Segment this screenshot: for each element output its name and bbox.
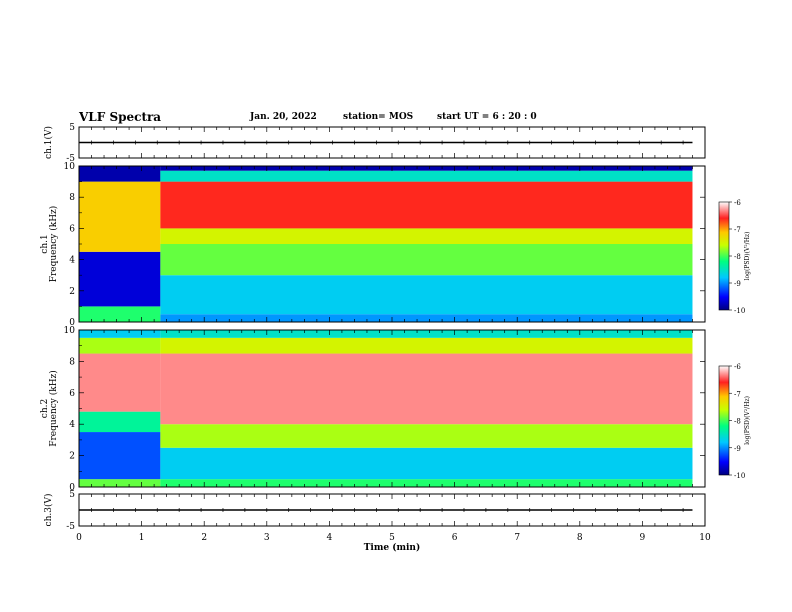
- y-tick-label: 8: [69, 193, 75, 203]
- y-tick-label: 10: [64, 162, 76, 172]
- x-tick-label: 5: [389, 533, 395, 543]
- figure-title: VLF Spectra: [79, 110, 162, 124]
- colorbar-tick-label: -8: [734, 418, 741, 426]
- spectrogram-band: [79, 479, 161, 487]
- y-tick-label: 4: [69, 256, 75, 266]
- spectrogram-band: [160, 330, 693, 338]
- spectrogram-band: [160, 353, 693, 425]
- ch3-waveform-panel: 5 -5 ch.3(V) 0 1 2 3 4 5 6 7 8 9 10 Time (min): [43, 490, 711, 553]
- spectrogram-band: [160, 479, 693, 487]
- colorbar-tick-label: -7: [734, 226, 741, 234]
- spectrogram-band: [160, 447, 693, 480]
- x-tick-label: 7: [514, 533, 520, 543]
- y-axis-label: ch.1: [40, 234, 50, 253]
- spectrogram-band: [79, 181, 161, 252]
- y-axis-label: ch.3(V): [43, 494, 54, 527]
- y-tick-label: 10: [64, 326, 76, 336]
- y-axis-label: ch.1(V): [43, 126, 54, 159]
- y-tick-label: 2: [69, 452, 75, 462]
- colorbar-tick-label: -9: [734, 445, 741, 453]
- y-axis-label: Frequency (kHz): [48, 370, 59, 447]
- y-tick-label: -5: [66, 522, 75, 532]
- colorbar-tick-label: -9: [734, 280, 741, 288]
- spectrogram-band: [160, 181, 693, 229]
- colorbar-tick-label: -6: [734, 199, 741, 207]
- spectrogram-band: [79, 306, 161, 322]
- y-tick-label: 2: [69, 287, 75, 297]
- colorbar-label: log(PSD)(V²/Hz): [744, 396, 751, 445]
- y-tick-label: 5: [69, 490, 75, 500]
- ch1-spectrogram-panel: -6 -7 -8 -9 -10 log(PSD)(V²/Hz) 0 2 4 6 8 10 ch.1 Fre…: [40, 162, 751, 328]
- spectrogram-band: [160, 275, 693, 315]
- spectrogram-band: [79, 166, 161, 182]
- spectrogram-band: [79, 353, 161, 412]
- y-tick-label: 0: [69, 483, 75, 493]
- spectrogram-band: [160, 244, 693, 276]
- y-tick-label: 4: [69, 420, 75, 430]
- x-tick-label: 9: [640, 533, 646, 543]
- spectrogram-band: [79, 251, 161, 307]
- y-tick-label: 6: [69, 224, 75, 234]
- spectrogram-band: [79, 411, 161, 433]
- x-axis-label: Time (min): [364, 542, 421, 553]
- y-tick-label: 5: [69, 123, 75, 133]
- x-tick-label: 0: [76, 533, 82, 543]
- y-tick-label: 6: [69, 389, 75, 399]
- x-tick-label: 10: [699, 533, 711, 543]
- colorbar: [718, 365, 730, 476]
- spectrogram-band: [79, 330, 161, 338]
- colorbar-tick-label: -6: [734, 363, 741, 371]
- colorbar-tick-label: -10: [734, 307, 745, 315]
- spectrogram-band: [160, 228, 693, 244]
- spectrogram-band: [160, 314, 693, 322]
- x-tick-label: 4: [327, 533, 333, 543]
- colorbar-tick-label: -10: [734, 472, 745, 480]
- x-tick-label: 2: [201, 533, 207, 543]
- spectrogram-band: [79, 432, 161, 480]
- figure-date: Jan. 20, 2022: [250, 112, 317, 122]
- x-tick-label: 8: [577, 533, 583, 543]
- spectrogram-band: [79, 337, 161, 354]
- x-tick-label: 1: [139, 533, 145, 543]
- colorbar-label: log(PSD)(V²/Hz): [744, 232, 751, 281]
- y-axis-label: ch.2: [40, 399, 50, 418]
- colorbar: [718, 201, 730, 311]
- x-tick-label: 6: [452, 533, 458, 543]
- spectrogram-band: [160, 424, 693, 448]
- ch1-waveform-panel: 5 -5 ch.1(V): [43, 123, 706, 164]
- y-tick-label: -5: [66, 154, 75, 164]
- spectrogram-band: [160, 337, 693, 354]
- spectrogram-band: [160, 170, 693, 182]
- y-tick-label: 8: [69, 357, 75, 367]
- colorbar-tick-label: -7: [734, 390, 741, 398]
- colorbar-tick-label: -8: [734, 253, 741, 261]
- x-tick-label: 3: [264, 533, 270, 543]
- y-tick-label: 0: [69, 318, 75, 328]
- figure-station: station= MOS: [343, 112, 414, 122]
- y-axis-label: Frequency (kHz): [48, 206, 59, 283]
- figure-start-time: start UT = 6 : 20 : 0: [437, 112, 537, 122]
- spectrogram-band: [160, 166, 693, 171]
- ch2-spectrogram-panel: -6 -7 -8 -9 -10 log(PSD)(V²/Hz) 0 2 4 6 8 10 ch.2 Fre…: [40, 326, 751, 493]
